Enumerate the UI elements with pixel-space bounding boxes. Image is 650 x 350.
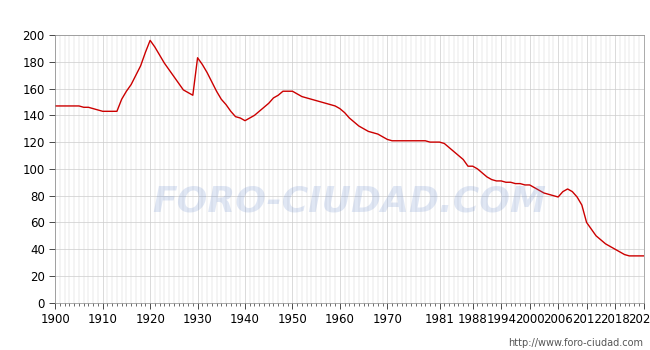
Text: FORO-CIUDAD.COM: FORO-CIUDAD.COM — [152, 184, 547, 218]
Text: Castildelgado (Municipio) - Evolucion del numero de Habitantes: Castildelgado (Municipio) - Evolucion de… — [69, 9, 581, 24]
Text: http://www.foro-ciudad.com: http://www.foro-ciudad.com — [508, 338, 644, 348]
